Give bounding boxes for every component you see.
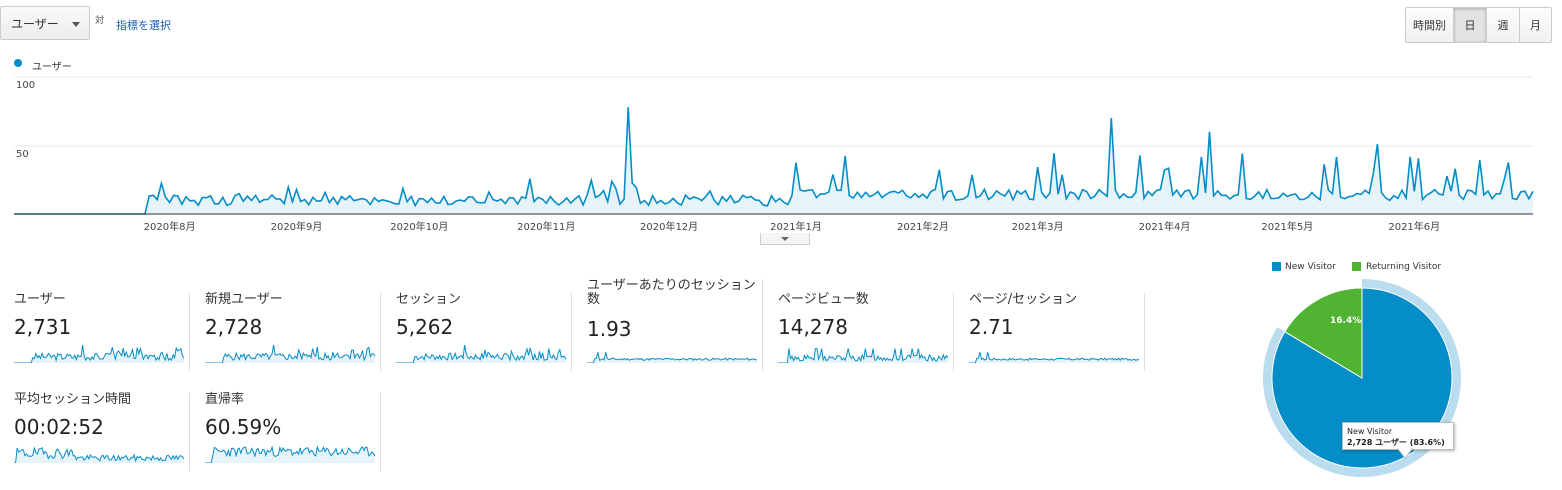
tooltip-pointer — [1396, 448, 1414, 459]
pie-label-returning: 16.4% — [1330, 316, 1361, 326]
metric-label: 直帰率 — [205, 392, 245, 407]
metric-value: 2,731 — [14, 315, 72, 339]
pie-tooltip: New Visitor 2,728 ユーザー (83.6%) — [1342, 422, 1454, 450]
vs-label: 対 — [95, 16, 105, 26]
pie-legend-returning-visitor[interactable]: Returning Visitor — [1366, 262, 1442, 272]
metric-value: 2.71 — [969, 315, 1014, 339]
caret-down-icon — [781, 236, 789, 241]
metric-sparkline — [587, 352, 757, 363]
sparkline-area — [205, 345, 375, 363]
users-series-line — [14, 107, 1534, 215]
metric-sparkline — [778, 348, 949, 363]
users-area-fill — [14, 107, 1533, 214]
pie-legend-new-visitor-swatch — [1272, 262, 1281, 271]
metric-tile-avg-session-duration[interactable]: 平均セッション時間 00:02:52 — [14, 393, 190, 471]
metric-tile-pages-per-session[interactable]: ページ/セッション 2.71 — [969, 293, 1145, 371]
x-tick-label: 2020年11月 — [517, 220, 575, 233]
x-tick-label: 2021年4月 — [1139, 220, 1191, 233]
metric-label: ページ/セッション — [969, 292, 1078, 307]
sparkline-line — [778, 348, 949, 363]
pie-legend-new-visitor[interactable]: New Visitor — [1285, 262, 1336, 272]
series-legend-marker — [14, 59, 22, 67]
granularity-day-button[interactable]: 日 — [1454, 8, 1487, 42]
sparkline-line — [205, 345, 376, 363]
select-metric-link[interactable]: 指標を選択 — [116, 19, 171, 32]
x-tick-label: 2020年8月 — [144, 220, 196, 233]
metric-tile-pageviews[interactable]: ページビュー数 14,278 — [778, 293, 954, 371]
sparkline-line — [587, 352, 757, 363]
metric-tile-bounce-rate[interactable]: 直帰率 60.59% — [205, 393, 381, 471]
metric-sparkline — [969, 352, 1140, 363]
metric-value: 00:02:52 — [14, 415, 104, 439]
sparkline-line — [396, 345, 567, 363]
x-tick-label: 2021年3月 — [1012, 220, 1064, 233]
x-tick-label: 2021年2月 — [897, 220, 949, 233]
granularity-month-button[interactable]: 月 — [1520, 8, 1551, 42]
sparkline-line — [205, 445, 376, 463]
metric-tile-sessions-per-user[interactable]: ユーザーあたりのセッション数 1.93 — [587, 279, 763, 371]
metric-value: 5,262 — [396, 315, 454, 339]
metric-value: 1.93 — [587, 317, 632, 341]
x-tick-label: 2020年10月 — [390, 220, 448, 233]
metric-label: 平均セッション時間 — [14, 392, 132, 407]
tooltip-title: New Visitor — [1347, 427, 1393, 436]
x-tick-label: 2021年6月 — [1388, 220, 1440, 233]
metric-sparkline — [14, 345, 185, 363]
x-axis-labels: 2020年8月 2020年9月 2020年10月 2020年11月 2020年12月 20… — [144, 220, 1440, 233]
series-legend-label: ユーザー — [32, 62, 72, 73]
metric-sparkline — [205, 345, 376, 363]
chevron-down-icon — [72, 22, 80, 27]
sparkline-area — [205, 446, 375, 463]
metric-select-value: ユーザー — [11, 16, 59, 31]
metric-sparkline — [205, 445, 376, 463]
pie-slice-returning-visitor[interactable] — [1284, 287, 1363, 379]
metric-value: 60.59% — [205, 415, 282, 439]
x-tick-label: 2021年5月 — [1261, 220, 1313, 233]
metric-sparkline — [14, 446, 185, 463]
granularity-hourly-button[interactable]: 時間別 — [1406, 8, 1454, 42]
sparkline-line — [14, 345, 185, 363]
metric-value: 2,728 — [205, 315, 263, 339]
users-line-chart[interactable]: 100 50 2020年8月 2020年9月 2020年10月 2020年11月 202… — [0, 70, 1562, 235]
metric-label: 新規ユーザー — [205, 292, 283, 307]
metric-sparkline — [396, 345, 567, 363]
metric-tile-sessions[interactable]: セッション 5,262 — [396, 293, 572, 371]
metric-label: ページビュー数 — [778, 292, 869, 307]
x-tick-label: 2021年1月 — [770, 220, 822, 233]
sparkline-line — [14, 446, 185, 463]
metric-tile-new-users[interactable]: 新規ユーザー 2,728 — [205, 293, 381, 371]
y-tick-100: 100 — [16, 80, 35, 91]
metric-label: ユーザーあたりのセッション数 — [587, 278, 756, 307]
metric-label: セッション — [396, 292, 462, 307]
sparkline-area — [587, 352, 757, 363]
sparkline-line — [969, 352, 1140, 363]
sparkline-area — [14, 447, 184, 463]
x-tick-label: 2020年12月 — [640, 220, 698, 233]
chart-expand-handle[interactable] — [760, 233, 810, 245]
tooltip-value: 2,728 ユーザー (83.6%) — [1347, 438, 1445, 447]
sparkline-area — [14, 345, 184, 363]
metric-tile-users[interactable]: ユーザー 2,731 — [14, 293, 190, 371]
metric-select[interactable]: ユーザー — [0, 6, 90, 40]
sparkline-area — [969, 352, 1139, 363]
x-tick-label: 2020年9月 — [271, 220, 323, 233]
pie-legend-returning-visitor-swatch — [1352, 262, 1361, 271]
visitor-type-pie-chart[interactable]: 16.4% — [1262, 278, 1462, 490]
metric-value: 14,278 — [778, 315, 848, 339]
granularity-week-button[interactable]: 週 — [1487, 8, 1520, 42]
y-tick-50: 50 — [16, 149, 29, 160]
granularity-toggle: 時間別 日 週 月 — [1405, 7, 1552, 43]
metric-label: ユーザー — [14, 292, 66, 307]
